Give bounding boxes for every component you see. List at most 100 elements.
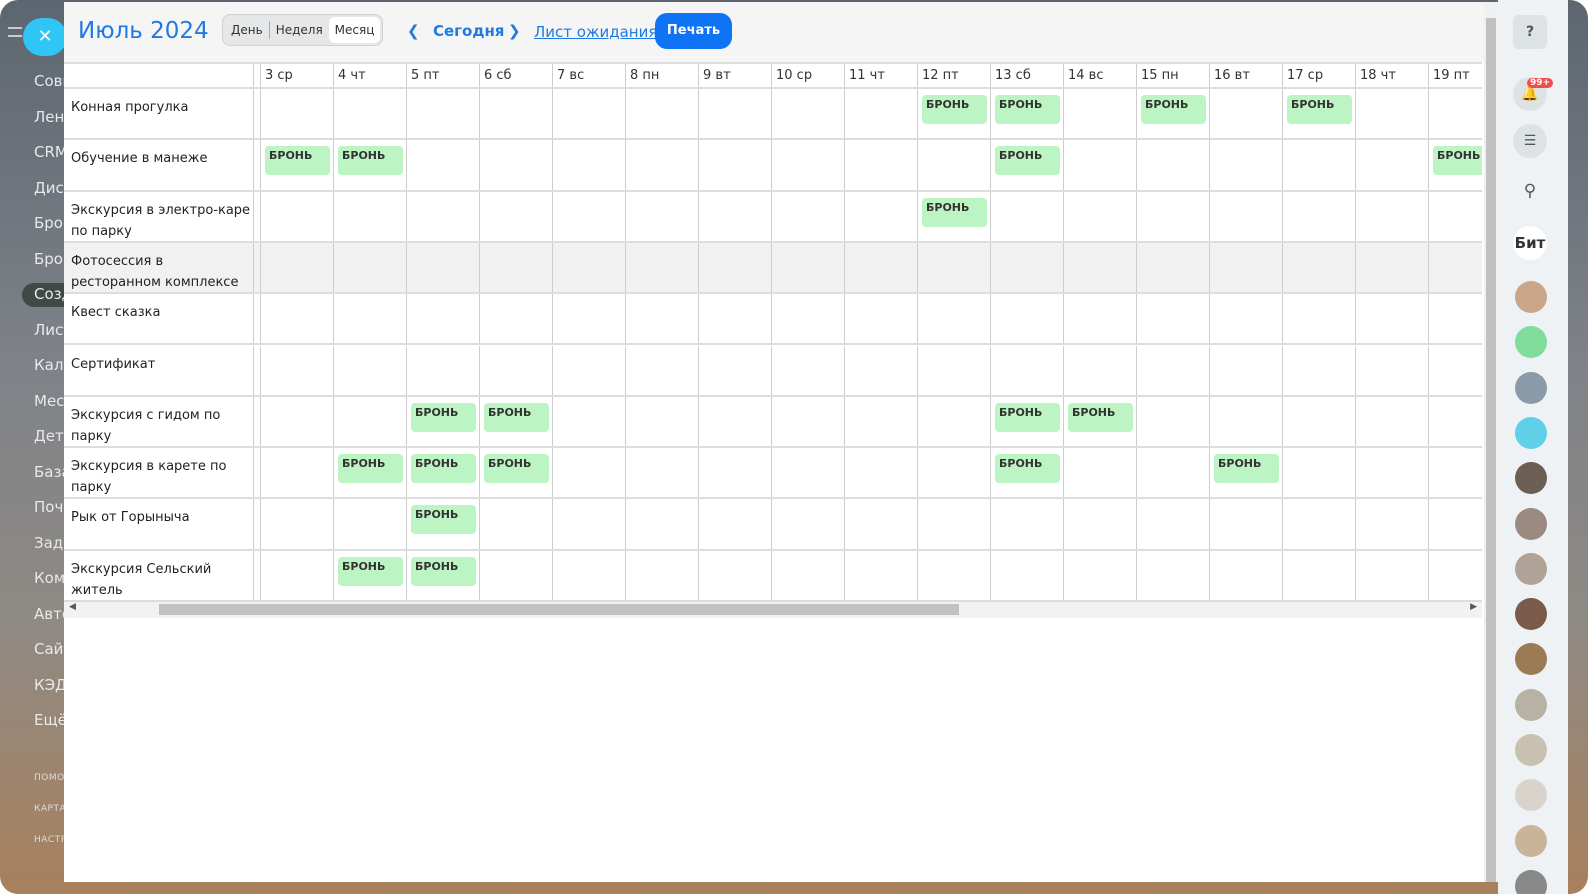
left-nav-item[interactable]: Кале	[34, 356, 73, 374]
next-arrow-icon[interactable]: ❯	[508, 22, 521, 40]
booking-chip[interactable]: БРОНЬ	[995, 402, 1060, 432]
left-nav-item[interactable]: Дета	[34, 427, 73, 445]
booking-chip[interactable]: БРОНЬ	[411, 454, 476, 484]
left-nav-item[interactable]: Брон	[34, 249, 73, 268]
chat-icon[interactable]: ☰	[1513, 124, 1547, 158]
scrollbar-thumb[interactable]	[159, 604, 959, 615]
help-icon[interactable]: ?	[1513, 15, 1547, 49]
booking-chip[interactable]: БРОНЬ	[1433, 146, 1482, 176]
left-nav-item[interactable]: Зада	[34, 533, 73, 552]
day-header: 4 чт	[338, 68, 366, 83]
close-slider-button[interactable]: ✕	[23, 18, 67, 56]
avatar[interactable]	[1515, 869, 1547, 894]
grid-line	[844, 140, 845, 190]
booking-chip[interactable]: БРОНЬ	[1141, 95, 1206, 124]
booking-chip[interactable]: БРОНЬ	[484, 402, 549, 432]
booking-chip[interactable]: БРОНЬ	[484, 454, 549, 484]
left-nav-footer-link[interactable]: КАРТА	[34, 804, 67, 814]
avatar[interactable]	[1515, 688, 1547, 721]
grid-line	[625, 191, 626, 241]
view-week-button[interactable]: Неделя	[275, 23, 323, 37]
avatar[interactable]	[1515, 462, 1547, 495]
booking-chip[interactable]: БРОНЬ	[995, 454, 1060, 484]
grid-line	[333, 499, 334, 549]
left-nav-item[interactable]: Брон	[34, 214, 73, 232]
avatar[interactable]	[1515, 507, 1547, 540]
booking-chip[interactable]: БРОНЬ	[411, 402, 476, 432]
grid-line	[698, 345, 699, 395]
left-nav-item[interactable]: Лент	[34, 107, 74, 126]
booking-chip[interactable]: БРОНЬ	[338, 556, 403, 586]
avatar[interactable]	[1515, 643, 1547, 676]
booking-chip[interactable]: БРОНЬ	[338, 454, 403, 484]
horizontal-scrollbar[interactable]: ◀ ▶	[64, 602, 1482, 618]
left-nav-item[interactable]: КЭД	[34, 675, 67, 694]
print-button[interactable]: Печать	[655, 13, 732, 49]
grid-line	[260, 396, 261, 447]
left-nav-footer-link[interactable]: НАСТР	[34, 835, 67, 845]
grid-line	[260, 64, 261, 87]
scroll-left-icon[interactable]: ◀	[69, 602, 76, 612]
left-nav-item[interactable]: Ещё	[34, 711, 67, 729]
grid-line	[1355, 64, 1356, 87]
scrollbar-thumb[interactable]	[1486, 18, 1496, 882]
booking-chip[interactable]: БРОНЬ	[1214, 454, 1279, 484]
booking-chip[interactable]: БРОНЬ	[338, 146, 403, 176]
grid-line	[333, 448, 334, 498]
booking-chip[interactable]: БРОНЬ	[995, 95, 1060, 124]
avatar[interactable]	[1515, 824, 1547, 857]
view-day-button[interactable]: День	[225, 21, 270, 39]
grid-line	[1428, 242, 1429, 293]
scroll-right-icon[interactable]: ▶	[1470, 602, 1477, 612]
avatar[interactable]	[1515, 416, 1547, 449]
left-nav-item[interactable]: Созд	[34, 285, 72, 303]
booking-chip[interactable]: БРОНЬ	[1068, 402, 1133, 432]
grid-line	[625, 345, 626, 395]
waitlist-link[interactable]: Лист ожидания	[534, 23, 658, 41]
menu-icon[interactable]	[8, 27, 22, 37]
avatar[interactable]	[1515, 326, 1547, 359]
grid-line	[1355, 345, 1356, 395]
vertical-scrollbar[interactable]	[1484, 2, 1498, 882]
left-nav-item[interactable]: Диск	[34, 178, 73, 197]
search-icon[interactable]: ⚲	[1523, 181, 1537, 201]
grid-line	[1355, 140, 1356, 190]
view-month-button[interactable]: Месяц	[328, 17, 381, 43]
avatar[interactable]	[1515, 371, 1547, 404]
left-nav-footer-link[interactable]: ПОМО	[34, 773, 65, 783]
logo[interactable]: Бит	[1513, 226, 1547, 260]
grid-line	[771, 242, 772, 293]
grid-line	[625, 242, 626, 293]
left-nav-item[interactable]: Сайт	[34, 640, 73, 658]
left-nav-item[interactable]: Почт	[34, 498, 73, 516]
left-nav-item[interactable]: Лист	[34, 320, 73, 339]
grid-line	[1136, 448, 1137, 498]
left-nav-item[interactable]: Авто	[34, 604, 72, 623]
avatar[interactable]	[1515, 734, 1547, 766]
booking-chip[interactable]: БРОНЬ	[411, 505, 476, 535]
booking-chip[interactable]: БРОНЬ	[1287, 95, 1352, 124]
avatar[interactable]	[1515, 598, 1547, 631]
today-button[interactable]: Сегодня	[433, 22, 505, 40]
left-nav-item[interactable]: Месс	[34, 391, 73, 410]
left-nav-item[interactable]: База	[34, 462, 71, 481]
grid-line	[1209, 345, 1210, 395]
booking-chip[interactable]: БРОНЬ	[265, 146, 330, 176]
booking-chip[interactable]: БРОНЬ	[995, 146, 1060, 176]
grid-line	[479, 396, 480, 447]
left-nav-item[interactable]: Совм	[34, 72, 74, 90]
grid-line	[771, 294, 772, 344]
avatar[interactable]	[1515, 281, 1547, 313]
prev-arrow-icon[interactable]: ❮	[407, 22, 420, 40]
booking-chip[interactable]: БРОНЬ	[922, 197, 987, 227]
left-nav-item[interactable]: CRM	[34, 143, 68, 161]
resource-name: Обучение в манеже	[71, 151, 208, 167]
booking-chip[interactable]: БРОНЬ	[922, 95, 987, 124]
grid-line	[1136, 242, 1137, 293]
avatar[interactable]	[1515, 779, 1547, 812]
avatar[interactable]	[1515, 552, 1547, 585]
booking-chip[interactable]: БРОНЬ	[411, 556, 476, 586]
left-nav: Совм Лент CRM Диск Брон Брон Созд Лист Кале Месс Д…	[0, 0, 82, 894]
grid-line	[1282, 242, 1283, 293]
grid-line	[552, 345, 553, 395]
